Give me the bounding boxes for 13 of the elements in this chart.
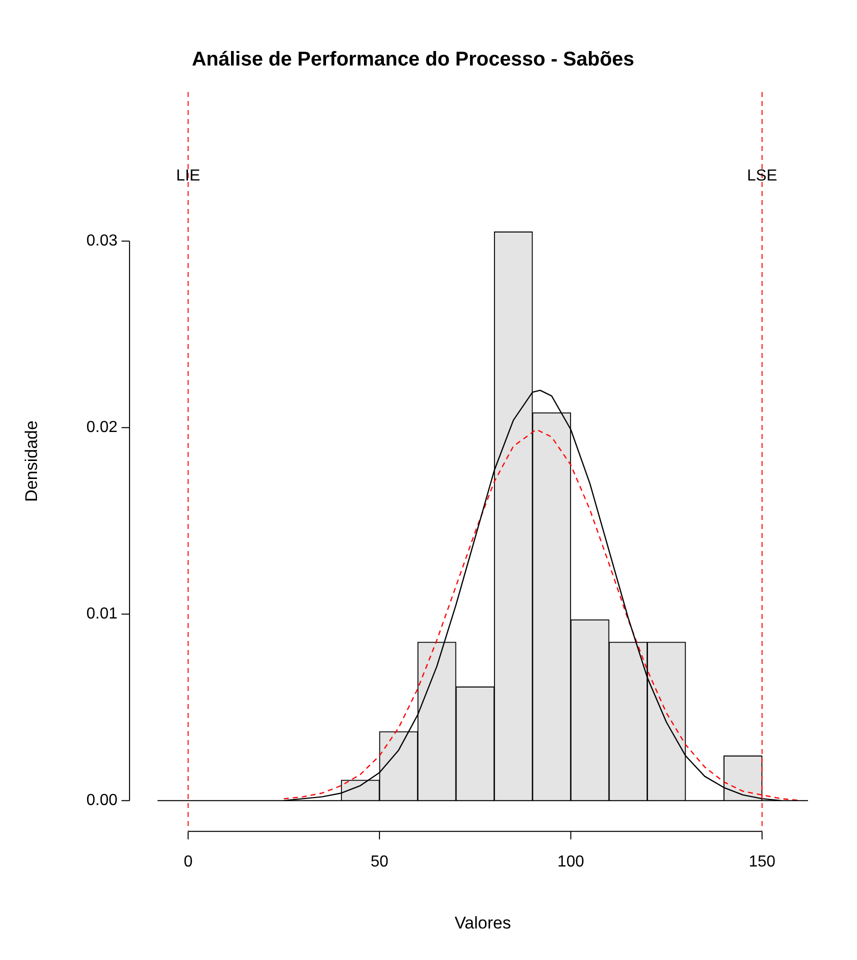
x-tick-label: 150	[748, 853, 776, 870]
x-tick-label: 50	[370, 853, 388, 870]
x-tick-label: 0	[184, 853, 193, 870]
y-axis-title: Densidade	[22, 420, 41, 502]
ref-line-label: LSE	[746, 167, 778, 184]
chart-title: Análise de Performance do Processo - Sabões	[192, 48, 634, 71]
x-tick-label: 100	[557, 853, 584, 870]
x-axis-title: Valores	[454, 913, 511, 932]
y-tick-label: 0.00	[86, 792, 118, 809]
ref-line-label: LIE	[176, 167, 200, 184]
y-tick-label: 0.03	[86, 232, 118, 250]
y-tick-label: 0.02	[86, 419, 118, 436]
y-tick-label: 0.01	[86, 606, 118, 623]
